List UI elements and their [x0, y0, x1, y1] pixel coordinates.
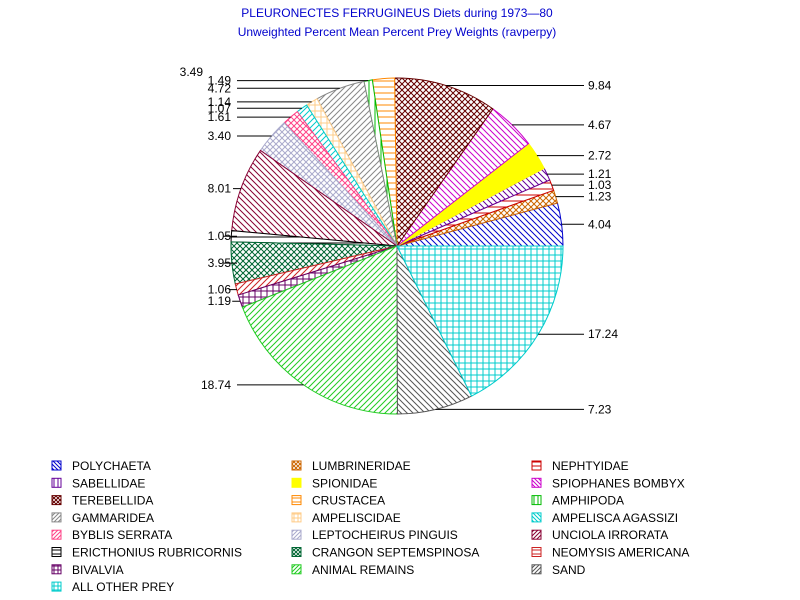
legend-swatch-ericthonius-rubricornis [51, 547, 62, 557]
legend-label-leptocheirus-pinguis: LEPTOCHEIRUS PINGUIS [312, 528, 458, 542]
slice-label-byblis-serrata: 1.61 [208, 110, 232, 124]
slice-label-all-other-prey: 17.24 [588, 327, 618, 341]
slice-label-unciola-irrorata: 8.01 [208, 182, 232, 196]
legend-swatch-polychaeta [51, 460, 62, 471]
slice-label-nephtyidae: 1.03 [588, 178, 612, 192]
chart-subtitle: Unweighted Percent Mean Percent Prey Wei… [238, 25, 557, 39]
legend-label-nephtyidae: NEPHTYIDAE [552, 459, 629, 473]
slice-label-crangon-septemspinosa: 3.95 [208, 256, 232, 270]
legend-label-crustacea: CRUSTACEA [312, 494, 385, 508]
slice-label-polychaeta: 4.04 [588, 217, 612, 231]
slice-label-spiophanes-bombyx: 4.67 [588, 118, 612, 132]
slice-label-lumbrineridae: 1.23 [588, 190, 612, 204]
legend-label-spionidae: SPIONIDAE [312, 476, 377, 490]
legend-swatch-gammaridea [51, 512, 62, 523]
legend-swatch-spiophanes-bombyx [531, 477, 542, 488]
slice-animal-remains [241, 245, 398, 415]
legend-swatch-neomysis-americana [531, 547, 542, 557]
legend: POLYCHAETA LUMBRINERIDAE NEPHTYIDAE SABELLI… [51, 459, 689, 594]
legend-label-amphipoda: AMPHIPODA [552, 494, 624, 508]
pie-slices [230, 77, 564, 415]
legend-label-unciola-irrorata: UNCIOLA IRRORATA [552, 528, 668, 542]
legend-label-gammaridea: GAMMARIDEA [72, 511, 154, 525]
legend-swatch-lumbrineridae [291, 460, 302, 471]
legend-label-all-other-prey: ALL OTHER PREY [72, 580, 174, 594]
legend-label-ampeliscidae: AMPELISCIDAE [312, 511, 401, 525]
legend-label-ericthonius-rubricornis: ERICTHONIUS RUBRICORNIS [72, 546, 242, 560]
slice-label-animal-remains: 18.74 [201, 378, 231, 392]
legend-swatch-ampelisca-agassizi [531, 512, 542, 523]
slice-value-labels: 4.04 1.231.031.21 2.72 4.67 9.84 1.494.721.14… [180, 65, 619, 416]
legend-label-animal-remains: ANIMAL REMAINS [312, 563, 414, 577]
legend-swatch-bivalvia [51, 564, 62, 575]
slice-label-amphipoda: 1.49 [208, 74, 232, 88]
chart-title: PLEURONECTES FERRUGINEUS Diets during 19… [241, 6, 553, 20]
legend-label-neomysis-americana: NEOMYSIS AMERICANA [552, 546, 689, 560]
legend-swatch-all-other-prey [51, 581, 62, 592]
slice-label-neomysis-americana: 1.06 [208, 283, 232, 297]
legend-swatch-nephtyidae [531, 460, 542, 471]
legend-swatch-spionidae [291, 477, 302, 488]
legend-swatch-terebellida [51, 495, 62, 506]
slice-label-sabellidae: 1.21 [588, 167, 612, 181]
legend-label-ampelisca-agassizi: AMPELISCA AGASSIZI [552, 511, 678, 525]
legend-label-sabellidae: SABELLIDAE [72, 476, 145, 490]
slice-terebellida [394, 77, 494, 248]
legend-swatch-crustacea [291, 495, 302, 506]
slice-label-sand: 7.23 [588, 402, 612, 416]
legend-label-terebellida: TEREBELLIDA [72, 494, 153, 508]
legend-swatch-amphipoda [531, 495, 542, 506]
legend-swatch-sand [531, 564, 542, 575]
legend-label-lumbrineridae: LUMBRINERIDAE [312, 459, 411, 473]
legend-label-spiophanes-bombyx: SPIOPHANES BOMBYX [552, 476, 685, 490]
legend-label-polychaeta: POLYCHAETA [72, 459, 151, 473]
legend-swatch-ampeliscidae [291, 512, 302, 523]
legend-swatch-unciola-irrorata [531, 529, 542, 540]
legend-swatch-sabellidae [51, 477, 62, 488]
legend-swatch-byblis-serrata [51, 529, 62, 540]
slice-label-terebellida: 9.84 [588, 79, 612, 93]
slice-label-leptocheirus-pinguis: 3.40 [208, 129, 232, 143]
legend-label-byblis-serrata: BYBLIS SERRATA [72, 528, 172, 542]
slice-label-ampeliscidae: 1.14 [208, 95, 232, 109]
legend-label-crangon-septemspinosa: CRANGON SEPTEMSPINOSA [312, 546, 479, 560]
slice-label-stray: 3.49 [180, 65, 204, 79]
slice-label-leaders [223, 80, 584, 410]
slice-label-ericthonius-rubricornis: 1.05 [208, 229, 232, 243]
slice-label-bivalvia: 1.19 [208, 294, 232, 308]
legend-label-sand: SAND [552, 563, 586, 577]
legend-swatch-crangon-septemspinosa [291, 547, 302, 557]
legend-swatch-leptocheirus-pinguis [291, 529, 302, 540]
slice-label-gammaridea: 4.72 [208, 81, 232, 95]
slice-label-ampelisca-agassizi: 1.07 [208, 101, 232, 115]
legend-swatch-animal-remains [291, 564, 302, 575]
slice-label-spionidae: 2.72 [588, 149, 612, 163]
legend-label-bivalvia: BIVALVIA [72, 563, 124, 577]
